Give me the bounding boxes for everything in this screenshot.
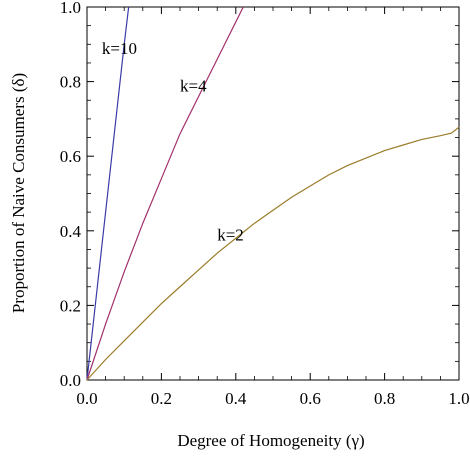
y-tick-label: 0.4 <box>60 222 82 241</box>
x-tick-label: 0.8 <box>374 389 395 408</box>
y-tick-label: 0.0 <box>60 371 81 390</box>
y-tick-label: 0.6 <box>60 147 81 166</box>
tick-labels: 0.0 0.2 0.4 0.6 0.8 1.0 0.0 0.2 0.4 0.6 0.8 1.0 <box>60 0 470 408</box>
series-lines <box>86 6 460 381</box>
series-label-k-10: k=10 <box>102 39 137 58</box>
series-labels: k=10 k=4 k=2 <box>102 39 244 245</box>
y-tick-label: 0.8 <box>60 73 81 92</box>
x-tick-label: 0.6 <box>300 389 321 408</box>
y-tick-label: 0.2 <box>60 296 81 315</box>
series-label-k-4: k=4 <box>180 76 207 95</box>
x-tick-label: 0.4 <box>225 389 247 408</box>
y-axis-title: Proportion of Naive Consumers (δ) <box>9 73 28 313</box>
y-tick-label: 1.0 <box>60 0 81 17</box>
ticks <box>86 6 460 381</box>
series-line-k-10 <box>86 6 130 381</box>
x-axis-title: Degree of Homogeneity (γ) <box>177 431 364 450</box>
x-tick-label: 1.0 <box>448 389 469 408</box>
x-tick-label: 0.2 <box>151 389 172 408</box>
series-line-k-2 <box>86 126 460 381</box>
series-line-k-4 <box>86 6 244 381</box>
series-label-k-2: k=2 <box>217 226 244 245</box>
x-tick-label: 0.0 <box>76 389 97 408</box>
plot-frame <box>86 6 460 381</box>
